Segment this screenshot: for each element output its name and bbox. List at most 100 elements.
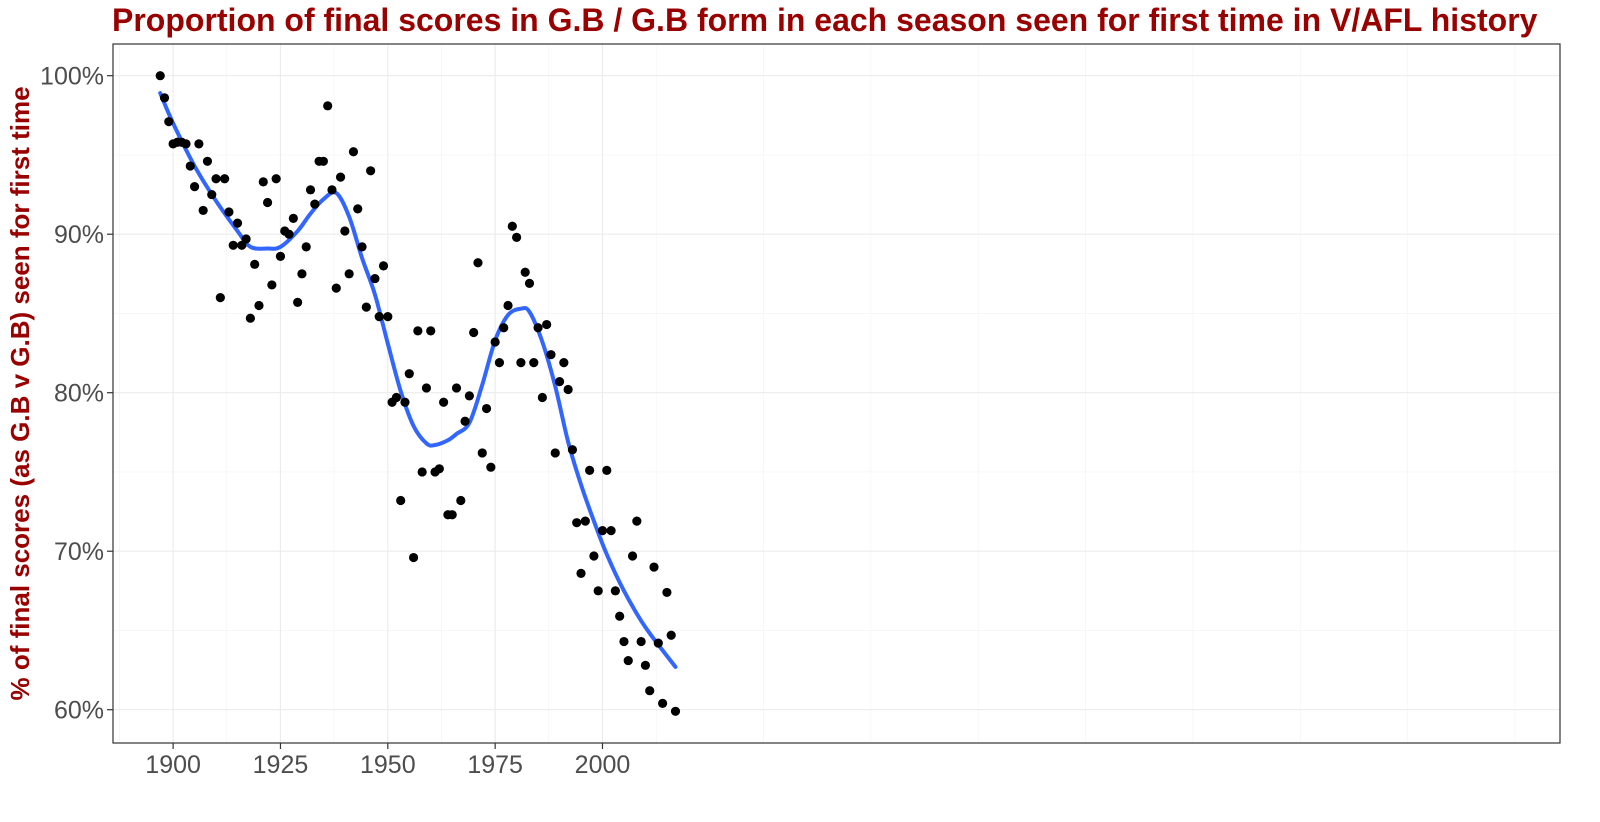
data-point (610, 586, 620, 596)
x-tick-label: 1950 (360, 751, 416, 779)
data-point (434, 464, 444, 474)
y-tick-label: 90% (54, 221, 104, 249)
data-point (670, 706, 681, 716)
data-point (481, 403, 492, 414)
data-point (297, 269, 307, 279)
data-point (220, 174, 230, 184)
data-point (494, 357, 505, 368)
data-points (155, 71, 681, 716)
data-point (645, 686, 655, 696)
data-point (503, 300, 513, 311)
data-point (520, 267, 530, 277)
x-tick-label: 1975 (467, 751, 523, 779)
y-tick-label: 80% (54, 380, 104, 408)
data-point (619, 636, 629, 647)
x-tick-label: 1900 (145, 751, 201, 779)
y-axis-title: % of final scores (as G.B v G.B) seen fo… (5, 86, 35, 700)
data-point (524, 278, 535, 288)
data-point (207, 189, 217, 200)
data-point (198, 205, 208, 216)
data-point (181, 139, 191, 149)
data-point (159, 93, 170, 103)
data-point (460, 416, 470, 426)
data-point (421, 383, 432, 393)
data-point (666, 630, 676, 640)
data-point (490, 337, 500, 347)
data-point (451, 383, 462, 393)
data-point (469, 327, 479, 338)
chart-title: Proportion of final scores in G.B / G.B … (112, 2, 1538, 38)
smooth-trend-layer (158, 91, 678, 669)
data-point (318, 156, 328, 166)
data-point (400, 397, 410, 407)
data-point (658, 698, 668, 708)
data-point (417, 467, 427, 477)
y-tick-label: 100% (40, 63, 104, 91)
data-point (344, 269, 354, 279)
data-point (310, 199, 320, 209)
data-point (164, 117, 174, 127)
data-point (653, 638, 663, 648)
data-point (305, 185, 316, 195)
data-point (623, 655, 633, 666)
grid-lines (113, 44, 1560, 743)
data-point (267, 280, 277, 290)
data-point (546, 350, 556, 360)
y-tick-label: 70% (54, 538, 104, 566)
data-point (580, 516, 590, 526)
x-tick-label: 1925 (253, 751, 309, 779)
data-point (353, 204, 363, 214)
data-point (447, 510, 457, 520)
data-point (632, 516, 642, 526)
data-point (499, 323, 509, 333)
data-point (189, 182, 200, 192)
data-point (542, 319, 552, 330)
data-point (254, 300, 264, 311)
data-point (473, 258, 483, 268)
data-point (258, 177, 268, 187)
data-point (202, 156, 213, 166)
data-point (357, 242, 367, 252)
data-point (439, 397, 449, 407)
data-point (589, 551, 599, 561)
data-point (185, 161, 195, 171)
data-point (241, 234, 251, 244)
data-point (404, 369, 414, 379)
data-point (396, 495, 406, 506)
data-point (585, 465, 595, 475)
data-point (275, 251, 286, 261)
data-point (215, 293, 225, 303)
data-point (602, 465, 612, 475)
data-point (426, 326, 436, 336)
data-point (640, 660, 651, 670)
data-point (649, 562, 659, 572)
data-point (378, 261, 389, 271)
data-point (636, 636, 646, 647)
data-point (537, 392, 547, 403)
data-point (301, 242, 311, 252)
data-point (529, 357, 539, 368)
data-point (250, 259, 260, 269)
data-point (348, 147, 359, 157)
data-point (559, 357, 569, 368)
data-point (232, 218, 243, 228)
data-point (408, 552, 419, 563)
data-point (335, 172, 346, 182)
data-point (323, 101, 333, 111)
data-point (374, 312, 384, 322)
smooth-trend-line (158, 91, 678, 669)
data-point (464, 391, 474, 401)
data-point (533, 323, 543, 333)
data-point (370, 273, 380, 284)
data-point (593, 586, 603, 596)
data-point (615, 611, 625, 621)
data-point (271, 174, 281, 184)
data-point (194, 139, 204, 149)
data-point (413, 326, 423, 336)
data-point (516, 357, 526, 368)
data-point (550, 448, 560, 458)
data-point (627, 551, 638, 561)
data-point (211, 174, 221, 184)
x-tick-label: 2000 (575, 751, 631, 779)
